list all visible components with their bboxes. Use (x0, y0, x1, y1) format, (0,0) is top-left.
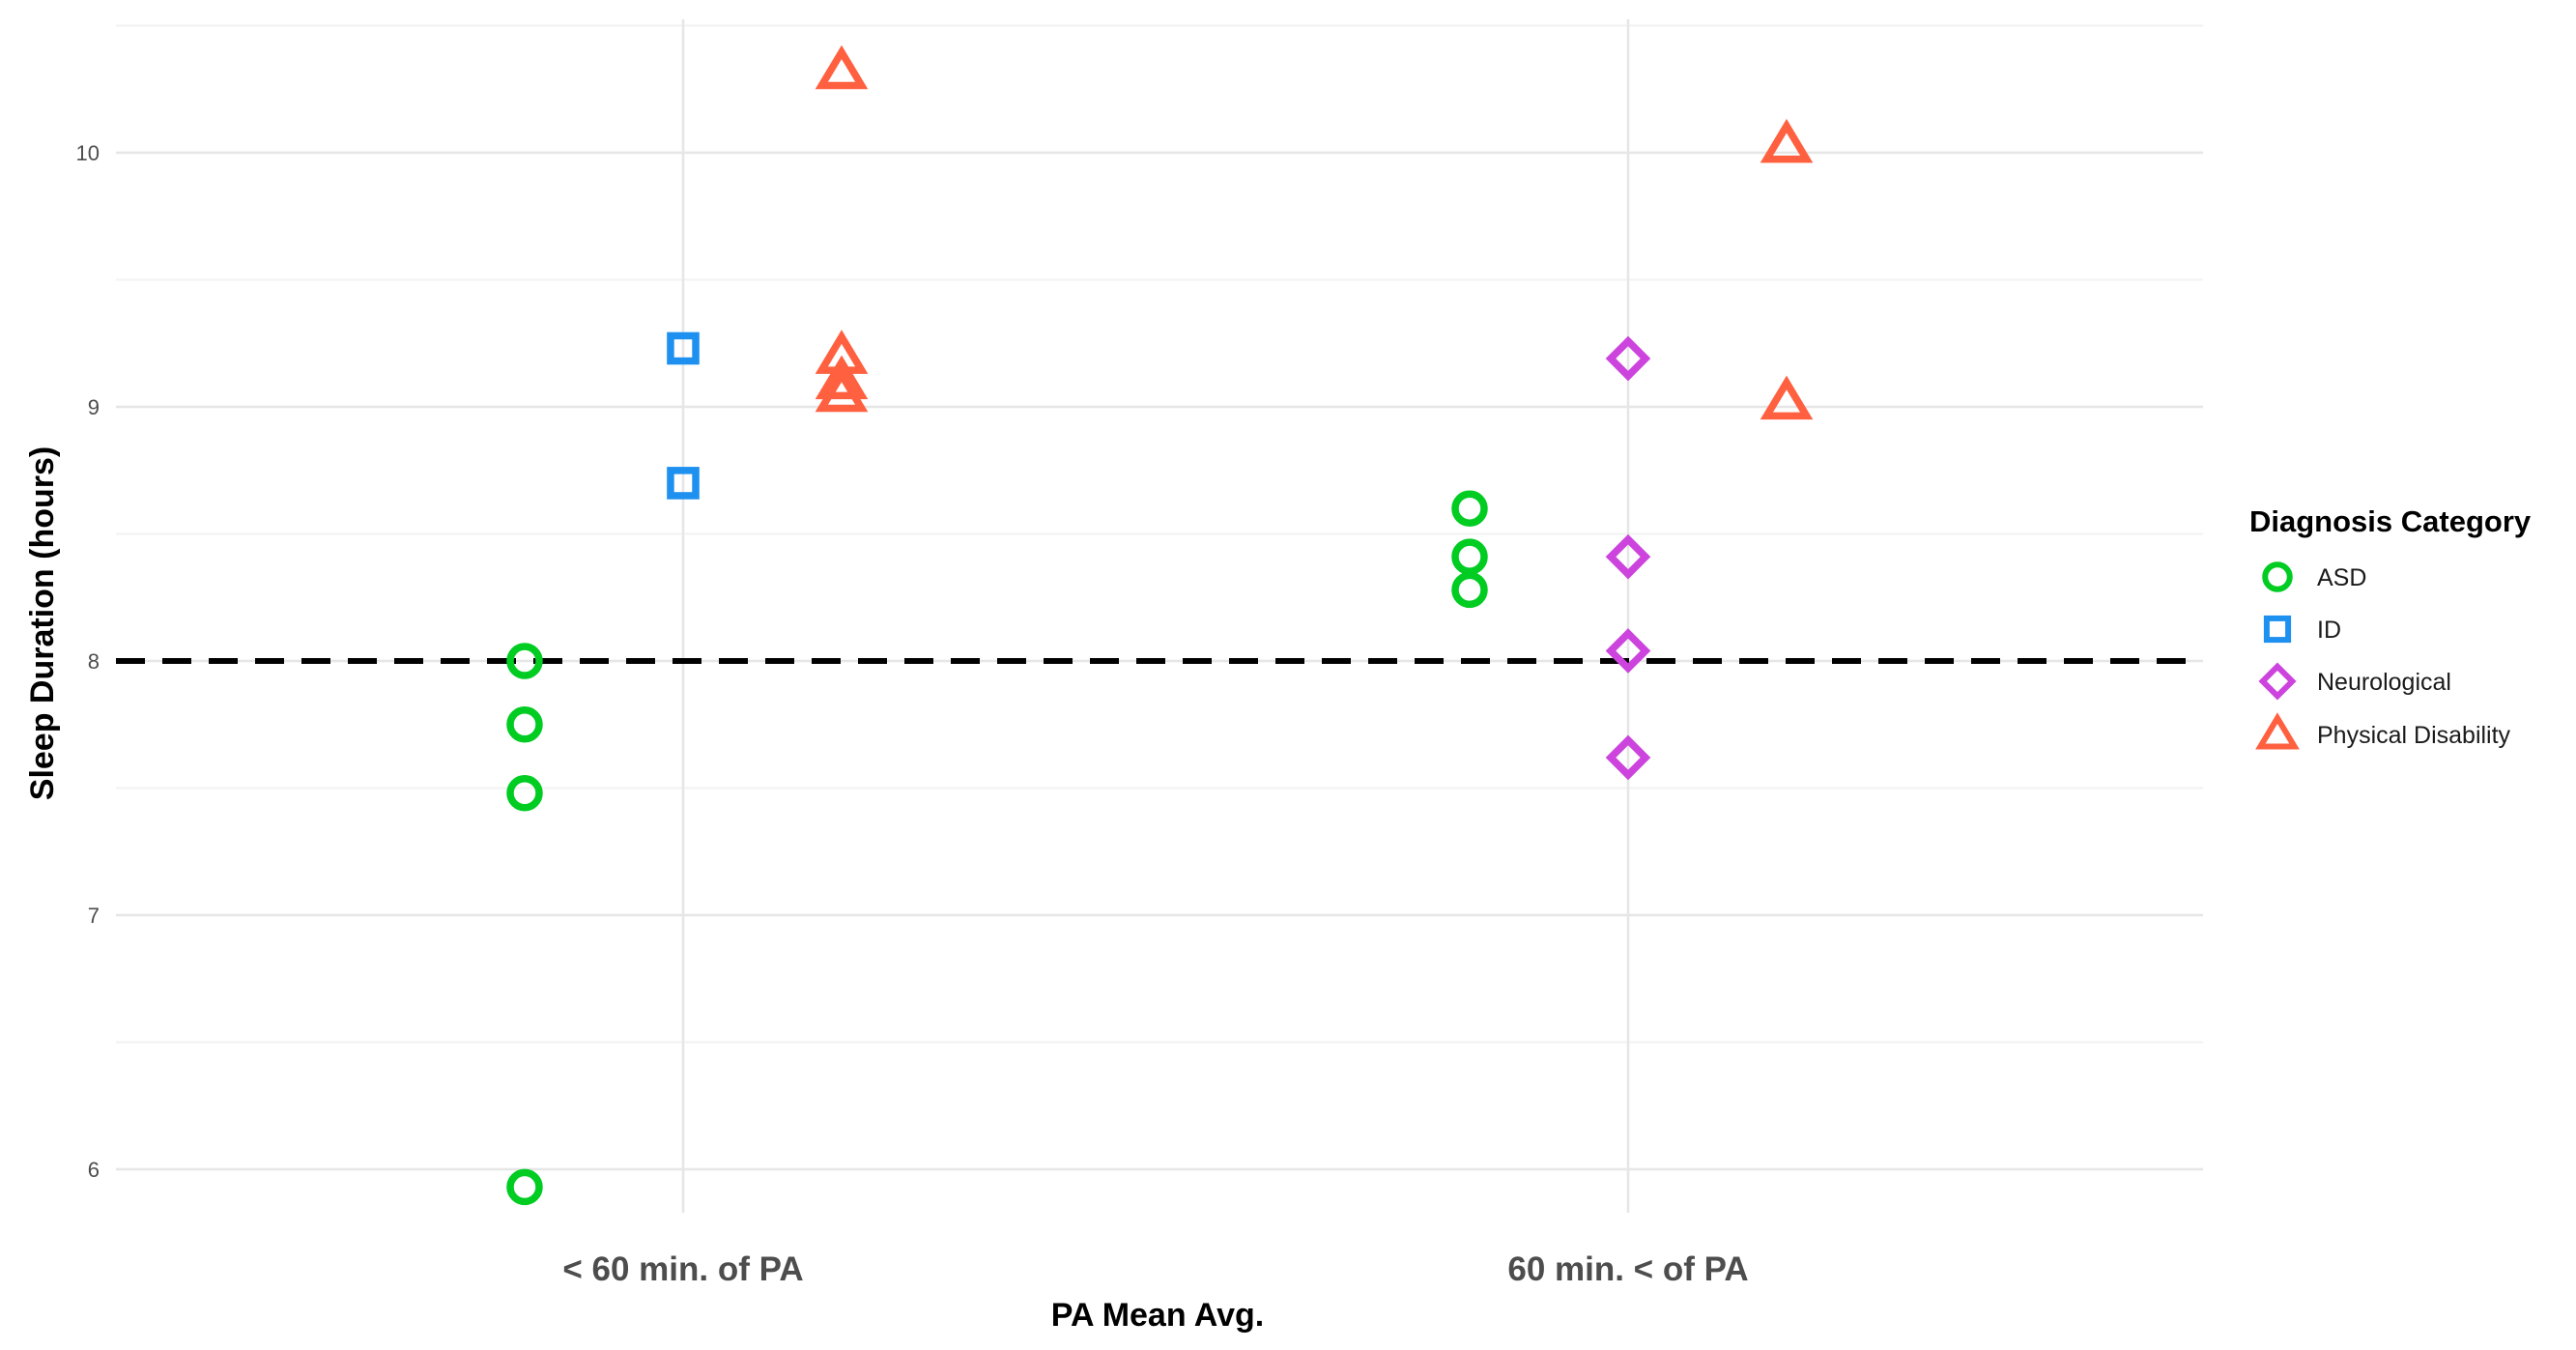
legend-key-square (2263, 615, 2292, 644)
data-point-neurological (1605, 628, 1651, 674)
legend-key-circle (2262, 561, 2293, 592)
legend-items: ASD ID Neurological Physical Disability (2255, 561, 2511, 750)
y-tick-label: 7 (88, 904, 100, 928)
x-tick-label: 60 min. < of PA (1507, 1250, 1748, 1288)
data-point-physical-disability (1760, 118, 1814, 163)
data-point-asd (1451, 571, 1488, 609)
y-axis-ticks: 6 7 8 9 10 (76, 141, 100, 1182)
data-point-physical-disability (1760, 375, 1814, 420)
legend-item: Physical Disability (2255, 712, 2511, 750)
data-point-neurological (1605, 734, 1651, 781)
legend-key-triangle (2255, 712, 2300, 750)
y-tick-label: 6 (88, 1158, 100, 1182)
data-point-physical-disability (815, 367, 869, 413)
x-axis-title: PA Mean Avg. (1051, 1297, 1264, 1334)
data-point-physical-disability (815, 44, 869, 90)
legend-label: ID (2317, 617, 2341, 644)
data-point-asd (1451, 490, 1488, 527)
legend-label: Neurological (2317, 669, 2451, 696)
legend-label: Physical Disability (2317, 722, 2511, 749)
data-point-asd (506, 1168, 543, 1206)
legend-item: Neurological (2258, 662, 2451, 701)
data-point-asd (506, 643, 543, 679)
data-point-asd (506, 775, 543, 812)
data-point-neurological (1605, 533, 1651, 580)
data-point-asd (506, 706, 543, 743)
legend-label: ASD (2317, 564, 2366, 591)
legend-item: ASD (2262, 561, 2366, 592)
y-tick-label: 9 (88, 395, 100, 419)
data-point-physical-disability (815, 355, 869, 400)
legend-item: ID (2263, 615, 2341, 644)
grid (116, 19, 2203, 1213)
legend-key-diamond (2258, 662, 2297, 701)
y-tick-label: 10 (76, 141, 100, 165)
data-point-asd (1451, 538, 1488, 575)
x-axis-ticks: < 60 min. of PA 60 min. < of PA (562, 1250, 1748, 1288)
data-point-id (667, 331, 700, 365)
y-axis-title: Sleep Duration (hours) (24, 446, 61, 800)
y-tick-label: 8 (88, 649, 100, 674)
legend: Diagnosis Category ASD ID Neurological Phys… (2249, 504, 2532, 750)
data-points (506, 44, 1814, 1206)
x-tick-label: < 60 min. of PA (562, 1250, 803, 1288)
data-point-neurological (1605, 335, 1651, 382)
legend-title: Diagnosis Category (2249, 504, 2532, 538)
data-point-id (667, 467, 700, 500)
